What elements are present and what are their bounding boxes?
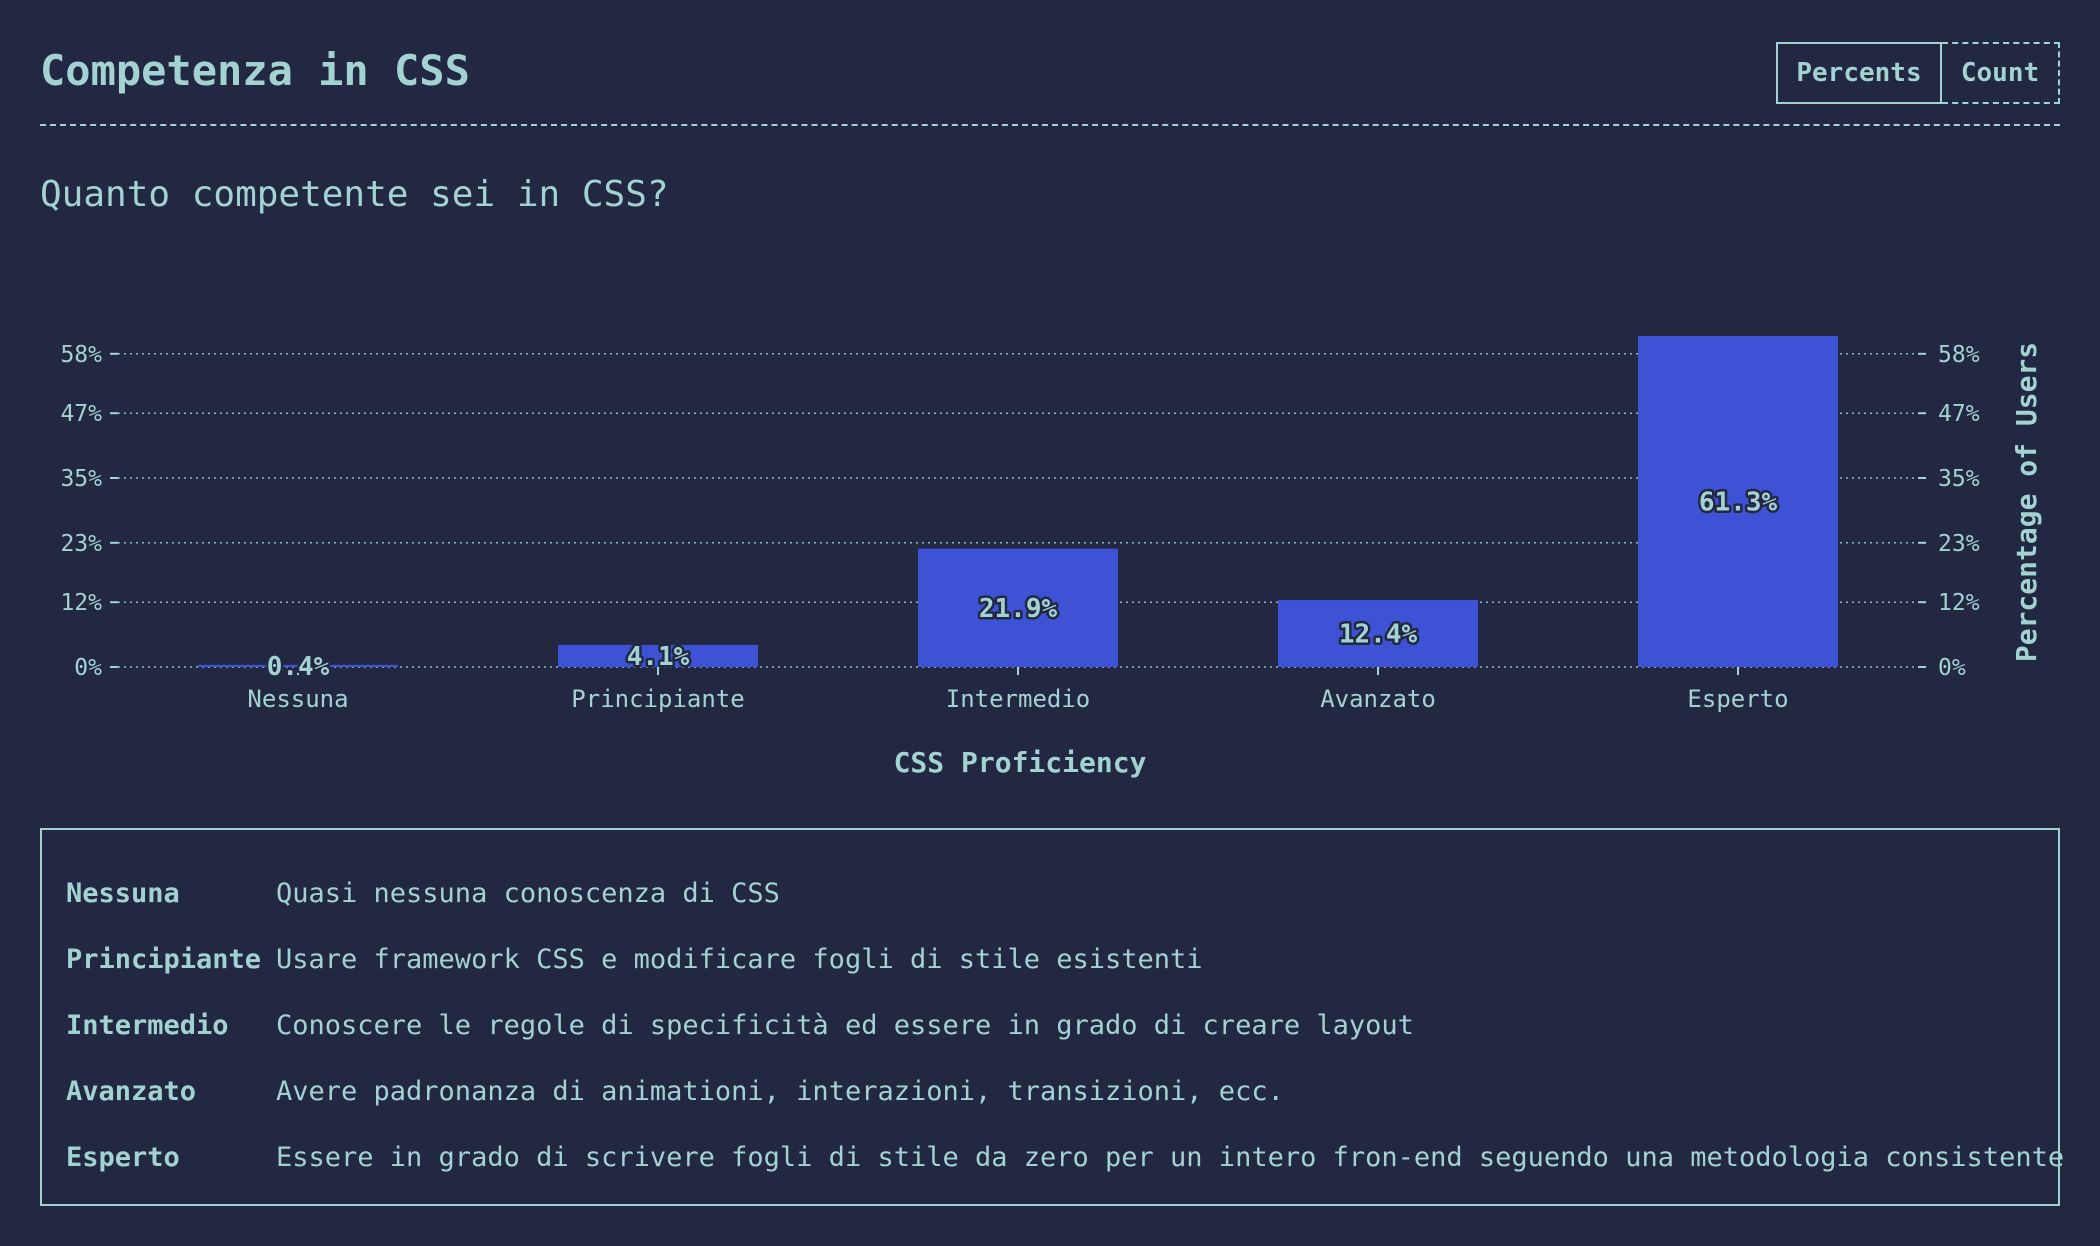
x-tick-label: Nessuna (247, 685, 348, 713)
y-tick-label-left: 0% (74, 655, 102, 681)
x-tick-label: Principiante (571, 685, 744, 713)
question-text: Quanto competente sei in CSS? (40, 174, 669, 215)
legend-description: Quasi nessuna conoscenza di CSS (276, 877, 780, 909)
data-label: 4.1% (627, 642, 690, 672)
percents-toggle-button[interactable]: Percents (1776, 42, 1942, 104)
legend-row: Nessuna Quasi nessuna conoscenza di CSS (66, 860, 2034, 926)
legend-term: Avanzato (66, 1075, 197, 1107)
x-tick-label: Avanzato (1320, 685, 1436, 713)
legend-term: Principiante (66, 943, 262, 975)
y-tick-label-right: 47% (1938, 401, 1980, 427)
bar (1638, 335, 1838, 667)
legend-row: Esperto Essere in grado di scrivere fogl… (66, 1124, 2064, 1190)
data-label: 21.9% (979, 594, 1058, 624)
data-label: 12.4% (1339, 620, 1418, 650)
y-tick-label-right: 58% (1938, 342, 1980, 368)
y-tick-label-right: 12% (1938, 590, 1980, 616)
y-tick-label-right: 35% (1938, 466, 1980, 492)
x-tick-label: Intermedio (946, 685, 1091, 713)
x-tick-label: Esperto (1687, 685, 1788, 713)
y-tick-label-left: 23% (60, 531, 102, 557)
legend-description: Usare framework CSS e modificare fogli d… (276, 943, 1203, 975)
bar (1278, 600, 1478, 667)
legend-description: Conoscere le regole di specificità ed es… (276, 1009, 1414, 1041)
page-title: Competenza in CSS (40, 46, 470, 95)
unit-toggle: Percents Count (1776, 42, 2060, 104)
legend-term: Esperto (66, 1141, 180, 1173)
bar (198, 664, 398, 667)
bar-chart: 0% 0% 12% 12% 23% 23% 35% 35% 47% 47% 58% 58% Nessun… (60, 335, 2043, 779)
legend-row: Principiante Usare framework CSS e modif… (66, 926, 2034, 992)
y-tick-label-left: 47% (60, 401, 102, 427)
legend-row: Avanzato Avere padronanza di animationi,… (66, 1058, 2034, 1124)
legend-description: Essere in grado di scrivere fogli di sti… (276, 1141, 2065, 1173)
y-axis-title: Percentage of Users (2010, 342, 2043, 662)
y-tick-label-left: 35% (60, 466, 102, 492)
y-tick-label-right: 23% (1938, 531, 1980, 557)
y-tick-label-left: 58% (60, 342, 102, 368)
legend-term: Nessuna (66, 877, 180, 909)
data-label: 61.3% (1699, 487, 1778, 517)
legend-row: Intermedio Conoscere le regole di specif… (66, 992, 2034, 1058)
y-tick-label-right: 0% (1938, 655, 1966, 681)
x-axis-title: CSS Proficiency (894, 746, 1147, 779)
header: Competenza in CSS Percents Count (40, 40, 2060, 126)
count-toggle-button[interactable]: Count (1942, 42, 2060, 104)
legend-term: Intermedio (66, 1009, 229, 1041)
bar (918, 548, 1118, 667)
legend-box: Nessuna Quasi nessuna conoscenza di CSS … (40, 828, 2064, 1206)
data-label: 0.4% (267, 652, 330, 682)
y-tick-label-left: 12% (60, 590, 102, 616)
bar (558, 644, 758, 667)
legend-description: Avere padronanza di animationi, interazi… (276, 1075, 1284, 1107)
